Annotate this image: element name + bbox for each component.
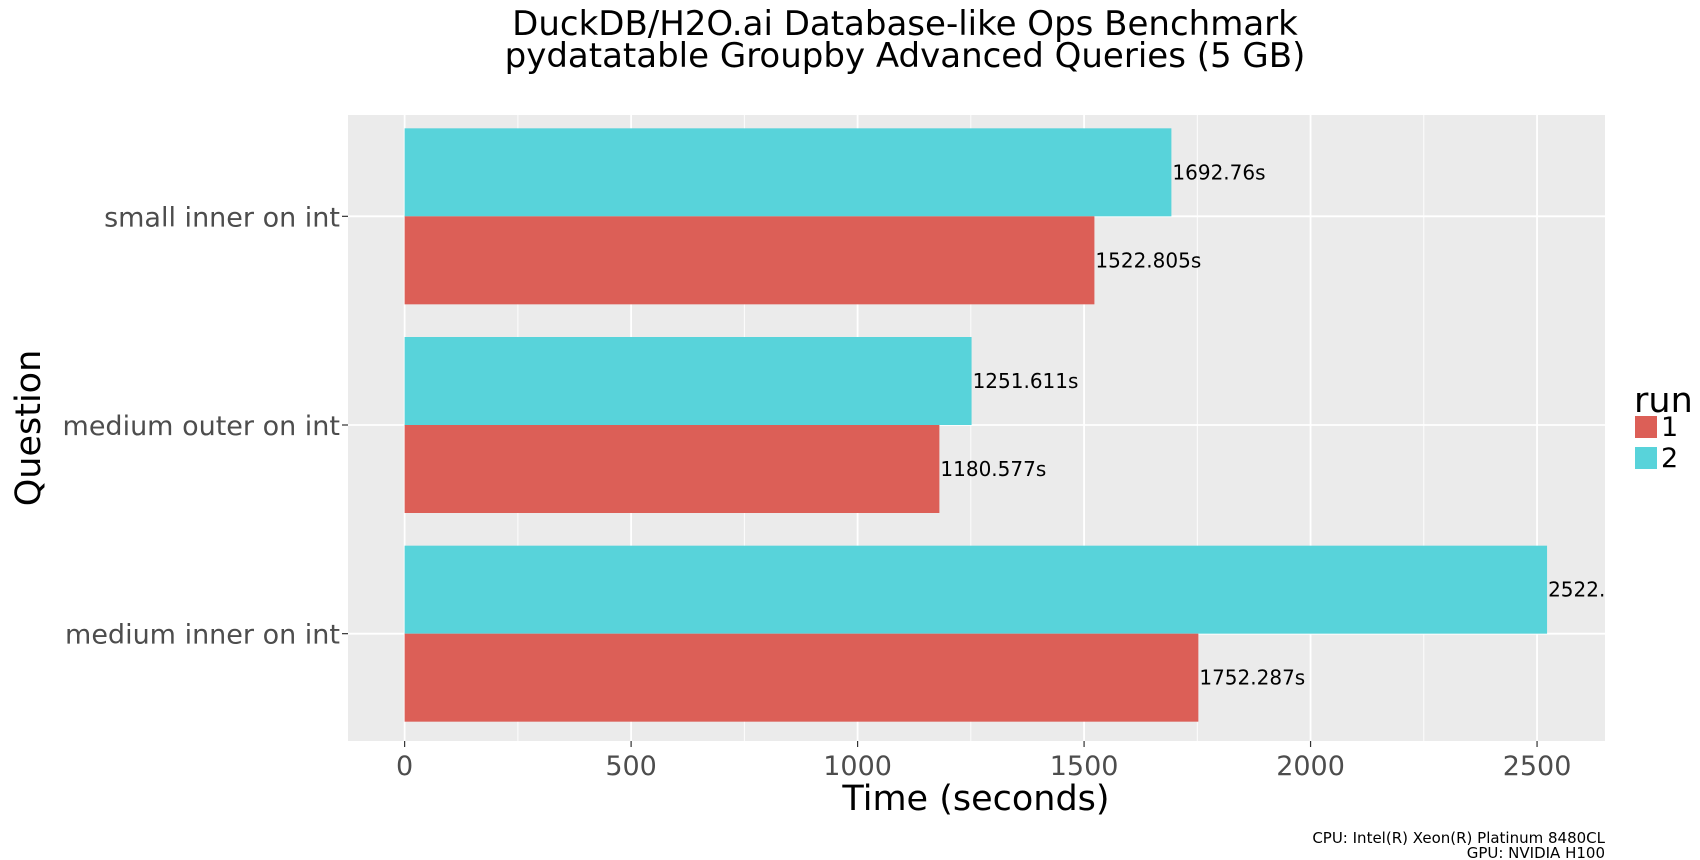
y-tick-label: small inner on int	[104, 202, 340, 233]
x-tick-label: 1500	[1050, 751, 1119, 782]
bar-run2-1	[404, 337, 972, 425]
bars	[404, 128, 1548, 722]
legend-label-1: 1	[1661, 412, 1678, 443]
bar-run1-2	[404, 633, 1199, 722]
bar-run2-0	[404, 128, 1172, 217]
legend-title: run	[1634, 381, 1693, 421]
bar-label-run1-1: 1180.577s	[940, 457, 1046, 481]
bar-label-run1-0: 1522.805s	[1095, 248, 1201, 272]
legend-swatch-1	[1635, 416, 1657, 438]
x-tick-label: 2000	[1276, 751, 1345, 782]
caption-cpu: CPU: Intel(R) Xeon(R) Platinum 8480CL	[1312, 829, 1605, 847]
bar-run1-1	[404, 425, 940, 513]
bar-label-run2-2: 2522.	[1548, 578, 1605, 602]
x-tick-label: 2500	[1503, 751, 1572, 782]
bar-label-run2-1: 1251.611s	[973, 369, 1079, 393]
x-tick-label: 500	[605, 751, 657, 782]
y-axis-title: Question	[9, 350, 49, 507]
bar-label-run2-0: 1692.76s	[1172, 160, 1265, 184]
bar-run2-2	[404, 545, 1548, 634]
x-tick-label: 0	[396, 751, 413, 782]
y-tick-label: medium inner on int	[65, 620, 340, 651]
x-axis-title: Time (seconds)	[841, 779, 1109, 819]
legend: run 12	[1634, 381, 1693, 474]
x-tick-label: 1000	[823, 751, 892, 782]
caption-gpu: GPU: NVIDIA H100	[1467, 844, 1605, 860]
bar-labels: 1692.76s 1522.805s 1251.611s 1180.577s 2522.…	[940, 160, 1605, 689]
chart-subtitle: pydatatable Groupby Advanced Queries (5 …	[505, 36, 1306, 76]
y-tick-label: medium outer on int	[63, 411, 340, 442]
bar-run1-0	[404, 216, 1095, 305]
legend-swatch-2	[1635, 447, 1657, 469]
axes: 0 500 1000 1500 2000 2500 small inner on int me…	[63, 202, 1572, 782]
chart-title: DuckDB/H2O.ai Database-like Ops Benchmar…	[512, 4, 1298, 44]
bar-label-run1-2: 1752.287s	[1199, 666, 1305, 690]
legend-label-2: 2	[1661, 443, 1678, 474]
